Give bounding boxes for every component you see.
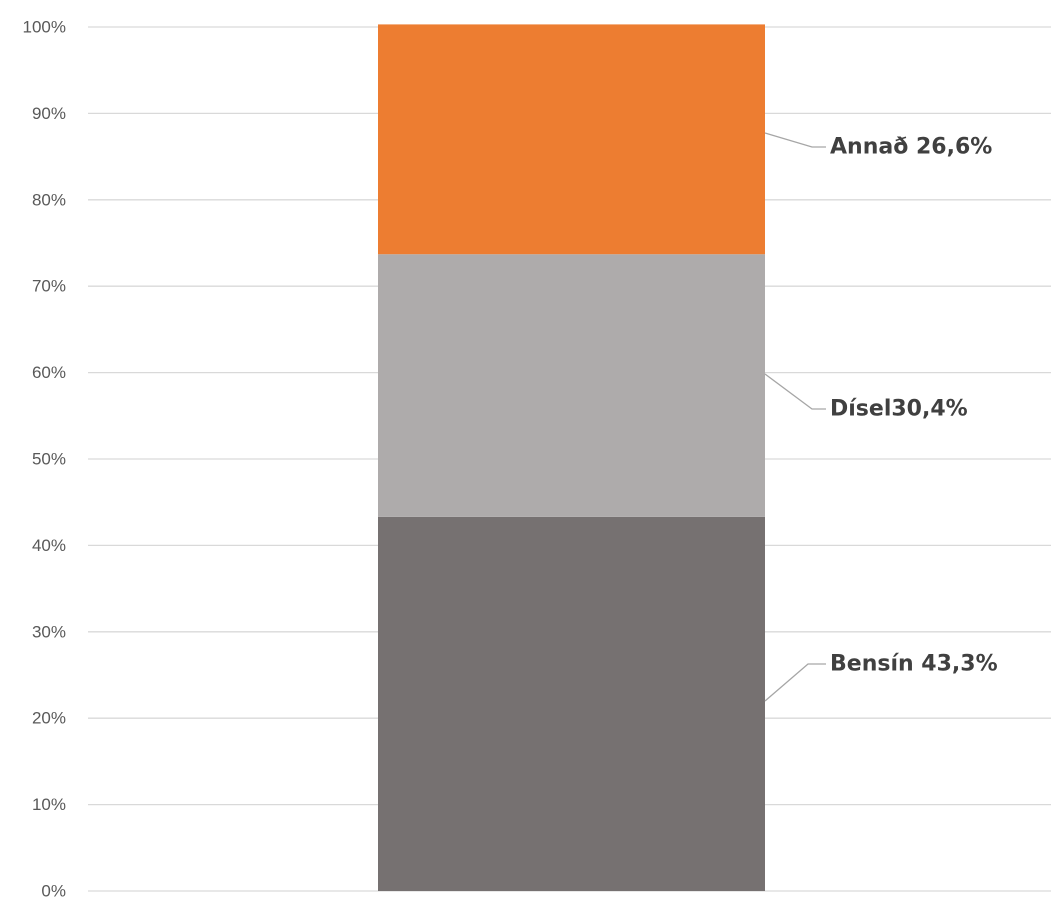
bar-segment-annað — [378, 24, 765, 255]
y-tick-label: 100% — [23, 18, 66, 37]
y-tick-label: 80% — [32, 190, 66, 209]
y-tick-label: 60% — [32, 363, 66, 382]
y-tick-label: 20% — [32, 709, 66, 728]
y-tick-label: 10% — [32, 795, 66, 814]
y-tick-label: 30% — [32, 622, 66, 641]
data-label-annað: Annað 26,6% — [830, 135, 992, 160]
leader-line — [764, 132, 826, 148]
y-tick-label: 50% — [32, 450, 66, 469]
y-tick-label: 0% — [41, 882, 66, 900]
y-axis-ticks: 0% 10% 20% 30% 40% 50% 60% 70% 80% 90% 100% — [23, 18, 66, 900]
y-tick-label: 40% — [32, 536, 66, 555]
bar-segments — [378, 24, 765, 891]
bar-segment-bensín — [378, 516, 765, 891]
y-tick-label: 70% — [32, 277, 66, 296]
bar-segment-dísel — [378, 254, 765, 517]
data-label-bensín: Bensín 43,3% — [830, 652, 998, 677]
leader-line — [764, 663, 826, 702]
leader-line — [764, 373, 826, 410]
data-label-dísel: Dísel30,4% — [830, 397, 968, 422]
y-tick-label: 90% — [32, 104, 66, 123]
data-labels: Bensín 43,3% Dísel30,4% Annað 26,6% — [764, 132, 998, 702]
